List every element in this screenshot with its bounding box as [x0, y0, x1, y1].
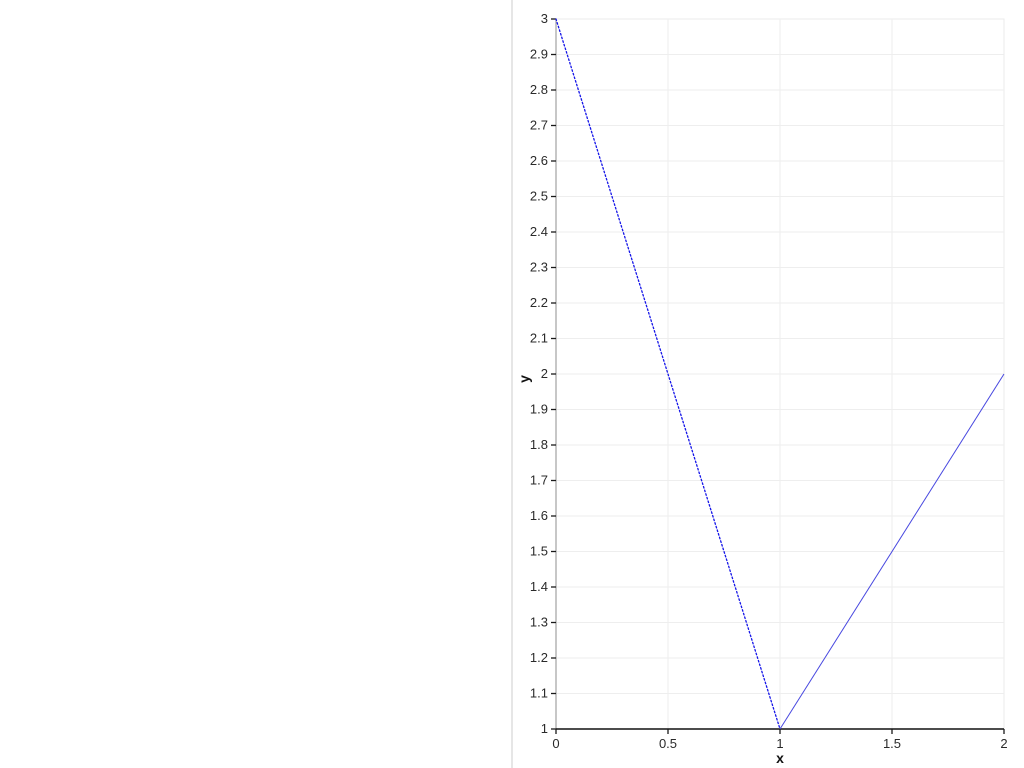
- svg-text:1.7: 1.7: [530, 473, 548, 488]
- svg-text:1.5: 1.5: [883, 736, 901, 751]
- svg-text:0.5: 0.5: [659, 736, 677, 751]
- svg-text:1.2: 1.2: [530, 650, 548, 665]
- svg-text:1: 1: [776, 736, 783, 751]
- svg-text:1.8: 1.8: [530, 437, 548, 452]
- svg-text:1.4: 1.4: [530, 579, 548, 594]
- svg-text:2.1: 2.1: [530, 331, 548, 346]
- svg-text:2.8: 2.8: [530, 82, 548, 97]
- svg-text:1.5: 1.5: [530, 544, 548, 559]
- svg-text:2: 2: [1000, 736, 1007, 751]
- svg-text:2.3: 2.3: [530, 260, 548, 275]
- svg-text:x: x: [776, 750, 784, 766]
- svg-text:0: 0: [552, 736, 559, 751]
- svg-text:2.4: 2.4: [530, 224, 548, 239]
- svg-text:1: 1: [541, 721, 548, 736]
- svg-text:2.2: 2.2: [530, 295, 548, 310]
- svg-text:3: 3: [541, 11, 548, 26]
- svg-text:2.9: 2.9: [530, 47, 548, 62]
- svg-text:1.6: 1.6: [530, 508, 548, 523]
- svg-text:2.5: 2.5: [530, 189, 548, 204]
- svg-text:y: y: [516, 375, 532, 383]
- svg-text:1.3: 1.3: [530, 615, 548, 630]
- svg-text:1.9: 1.9: [530, 402, 548, 417]
- svg-text:1.1: 1.1: [530, 686, 548, 701]
- svg-text:2.6: 2.6: [530, 153, 548, 168]
- svg-text:2: 2: [541, 366, 548, 381]
- svg-text:2.7: 2.7: [530, 118, 548, 133]
